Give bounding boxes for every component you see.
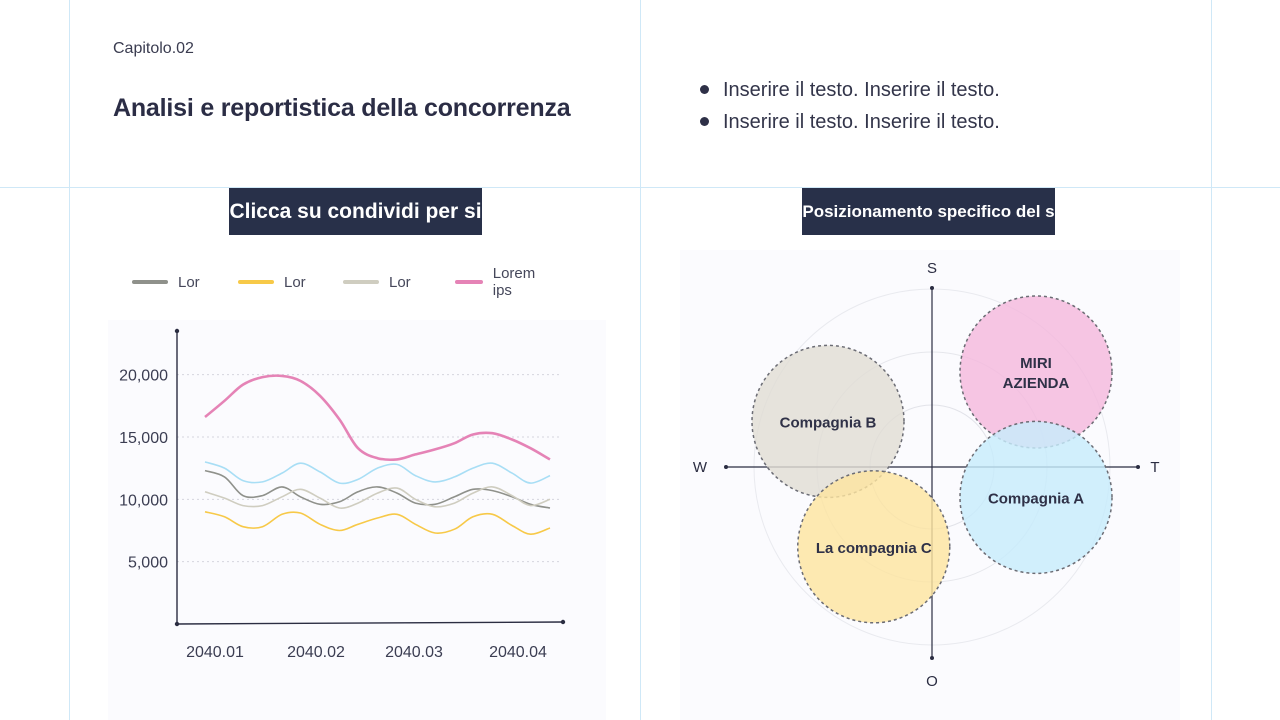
legend-label: Lor: [389, 273, 411, 291]
bullet-dot-icon: [700, 85, 709, 94]
x-axis-line: [176, 621, 564, 625]
x-tick-label: 2040.03: [385, 644, 443, 661]
right-panel-banner: Posizionamento specifico del s: [802, 188, 1055, 235]
axis-endpoint: [930, 656, 934, 660]
legend-swatch: [238, 280, 274, 284]
axis-label-top: S: [927, 260, 937, 277]
bubble-miri-azienda: [959, 295, 1113, 449]
bubble-compagnia-a: [959, 420, 1113, 575]
guide-line-vertical-1: [69, 0, 70, 720]
bullet-dot-icon: [700, 117, 709, 126]
bubble-compagnia-b: [751, 344, 905, 499]
legend-label: Lor: [284, 273, 306, 291]
bullet-item: Inserire il testo. Inserire il testo.: [700, 106, 1000, 138]
bullet-text: Inserire il testo. Inserire il testo.: [723, 111, 1000, 133]
series-line-pink: [204, 374, 551, 462]
legend-item: Lor: [238, 272, 306, 292]
guide-line-horizontal: [0, 187, 1280, 188]
legend-label: Lorem ips: [492, 265, 536, 299]
guide-line-vertical-2: [640, 0, 641, 720]
bubble-label: AZIENDA: [1003, 375, 1070, 392]
y-tick-label: 5,000: [128, 555, 168, 572]
guide-line-vertical-3: [1211, 0, 1212, 720]
axis-label-left: W: [693, 459, 708, 476]
axis-endpoint: [930, 286, 934, 290]
bubble-label: MIRI: [1020, 355, 1052, 372]
axis-endpoint: [174, 328, 180, 334]
y-tick-label: 10,000: [119, 492, 168, 509]
bullet-item: Inserire il testo. Inserire il testo.: [700, 74, 1000, 106]
line-chart-background: [108, 320, 606, 720]
left-banner-text: Clicca su condividi per si: [229, 199, 482, 223]
series-line-yellow: [204, 511, 551, 536]
y-tick-label: 20,000: [119, 368, 168, 385]
x-tick-label: 2040.02: [287, 644, 345, 661]
series-line-beige: [204, 486, 551, 509]
x-tick-label: 2040.04: [489, 644, 547, 661]
left-panel-banner: Clicca su condividi per si: [229, 188, 482, 235]
bubble-compagnia-c: [797, 470, 951, 624]
axis-label-right: T: [1150, 459, 1159, 476]
axis-endpoint: [724, 465, 728, 469]
bullet-list: Inserire il testo. Inserire il testo. In…: [700, 74, 1000, 138]
bullet-text: Inserire il testo. Inserire il testo.: [723, 79, 1000, 101]
legend-item: Lor: [132, 272, 200, 292]
legend-label: Lor: [178, 273, 200, 291]
legend-swatch: [455, 280, 483, 284]
positioning-map: S O W T MIRI AZIENDA Compagnia B Compagnia A La …: [693, 260, 1160, 690]
bubble-label: Compagnia A: [988, 490, 1084, 507]
x-tick-label: 2040.01: [186, 644, 244, 661]
legend-swatch: [343, 280, 379, 284]
bubble-label: La compagnia C: [816, 540, 932, 557]
series-line-gray: [204, 469, 551, 509]
legend-item: Lorem ips: [455, 265, 544, 299]
axis-endpoint: [1136, 465, 1140, 469]
axis-endpoint: [174, 621, 180, 627]
axis-label-bottom: O: [926, 673, 938, 690]
series-line-light-blue: [204, 461, 551, 485]
bubble-label: Compagnia B: [780, 414, 877, 431]
chapter-label: Capitolo.02: [113, 40, 194, 57]
y-tick-label: 15,000: [119, 430, 168, 447]
right-banner-text: Posizionamento specifico del s: [802, 201, 1055, 221]
legend-swatch: [132, 280, 168, 284]
line-chart: 5,000 10,000 15,000 20,000 2040.01 2040.02 204…: [119, 328, 566, 661]
page-title: Analisi e reportistica della concorrenza: [113, 94, 571, 122]
axis-endpoint: [560, 619, 566, 625]
legend-item: Lor: [343, 272, 411, 292]
